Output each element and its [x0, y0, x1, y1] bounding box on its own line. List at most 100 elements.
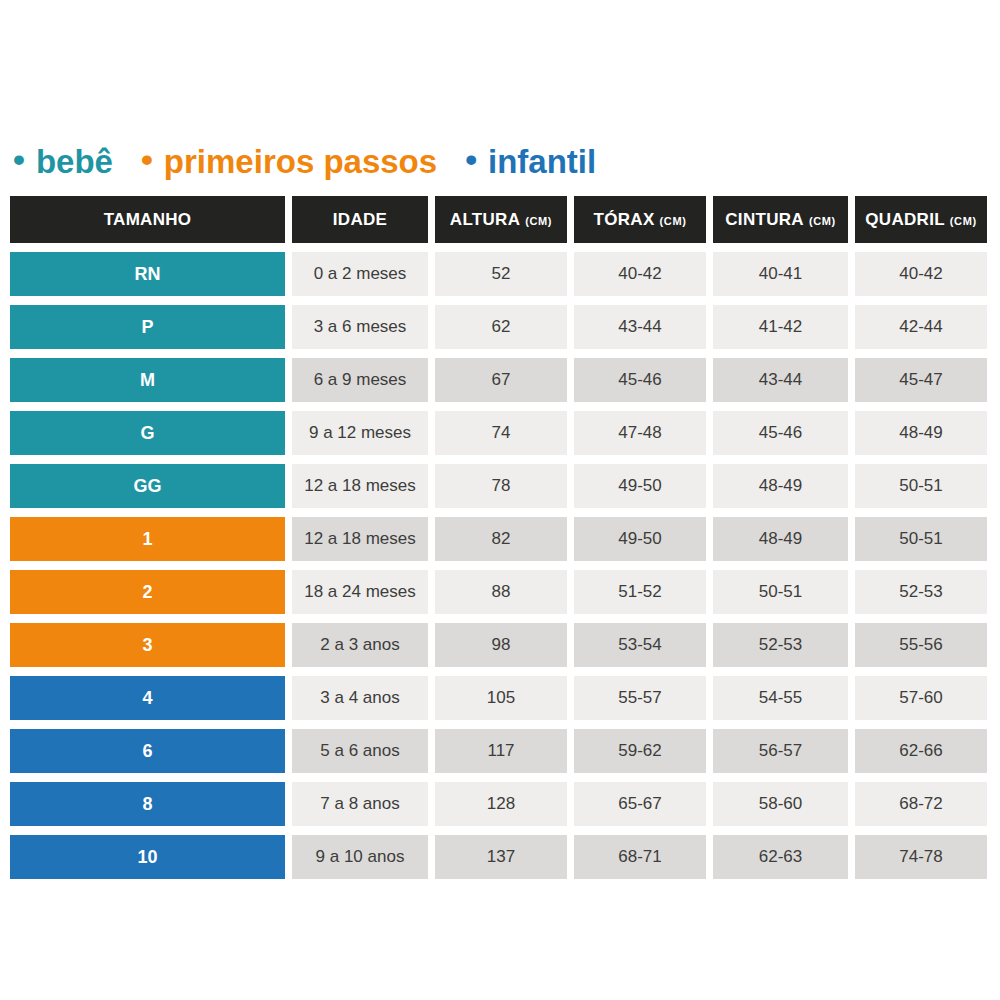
- cell-altura: 88: [435, 570, 567, 614]
- cell-altura: 128: [435, 782, 567, 826]
- cell-altura: 67: [435, 358, 567, 402]
- size-table: TAMANHO IDADE ALTURA (CM) TÓRAX (CM) CINTURA (C…: [10, 196, 987, 879]
- cell-torax: 47-48: [574, 411, 706, 455]
- cell-torax: 65-67: [574, 782, 706, 826]
- cell-cintura: 56-57: [713, 729, 848, 773]
- cell-cintura: 54-55: [713, 676, 848, 720]
- cell-idade: 6 a 9 meses: [292, 358, 428, 402]
- cell-altura: 78: [435, 464, 567, 508]
- cell-cintura: 50-51: [713, 570, 848, 614]
- legend-item-primeiros-passos: • primeiros passos: [141, 144, 437, 180]
- size-cell-8: 8: [10, 782, 285, 826]
- cell-idade: 0 a 2 meses: [292, 252, 428, 296]
- cell-torax: 51-52: [574, 570, 706, 614]
- size-cell-g: G: [10, 411, 285, 455]
- cell-torax: 49-50: [574, 464, 706, 508]
- legend-label: infantil: [488, 144, 596, 180]
- header-cell-tamanho: TAMANHO: [10, 196, 285, 243]
- header-label: TÓRAX: [594, 210, 655, 230]
- legend-item-infantil: • infantil: [465, 144, 596, 180]
- legend-label: bebê: [36, 144, 113, 180]
- cell-cintura: 40-41: [713, 252, 848, 296]
- cell-quadril: 55-56: [855, 623, 987, 667]
- cell-altura: 117: [435, 729, 567, 773]
- size-cell-2: 2: [10, 570, 285, 614]
- cell-altura: 82: [435, 517, 567, 561]
- cell-quadril: 50-51: [855, 517, 987, 561]
- cell-quadril: 42-44: [855, 305, 987, 349]
- cell-altura: 52: [435, 252, 567, 296]
- cell-quadril: 48-49: [855, 411, 987, 455]
- cell-idade: 12 a 18 meses: [292, 517, 428, 561]
- cell-torax: 43-44: [574, 305, 706, 349]
- cell-torax: 53-54: [574, 623, 706, 667]
- header-cell-quadril: QUADRIL (CM): [855, 196, 987, 243]
- cell-idade: 2 a 3 anos: [292, 623, 428, 667]
- size-chart-page: • bebê • primeiros passos • infantil TAMANHO I…: [0, 0, 1000, 1000]
- header-unit: (CM): [950, 215, 977, 227]
- cell-quadril: 62-66: [855, 729, 987, 773]
- size-cell-m: M: [10, 358, 285, 402]
- cell-torax: 55-57: [574, 676, 706, 720]
- header-label: QUADRIL: [865, 210, 945, 230]
- cell-torax: 68-71: [574, 835, 706, 879]
- header-label: IDADE: [333, 210, 387, 230]
- header-unit: (CM): [809, 215, 836, 227]
- cell-torax: 40-42: [574, 252, 706, 296]
- cell-altura: 62: [435, 305, 567, 349]
- cell-torax: 49-50: [574, 517, 706, 561]
- cell-cintura: 52-53: [713, 623, 848, 667]
- size-cell-gg: GG: [10, 464, 285, 508]
- cell-altura: 98: [435, 623, 567, 667]
- cell-cintura: 43-44: [713, 358, 848, 402]
- cell-torax: 45-46: [574, 358, 706, 402]
- cell-cintura: 58-60: [713, 782, 848, 826]
- cell-altura: 137: [435, 835, 567, 879]
- header-cell-altura: ALTURA (CM): [435, 196, 567, 243]
- size-cell-4: 4: [10, 676, 285, 720]
- cell-idade: 3 a 6 meses: [292, 305, 428, 349]
- header-cell-idade: IDADE: [292, 196, 428, 243]
- bullet-icon: •: [465, 142, 477, 176]
- cell-idade: 3 a 4 anos: [292, 676, 428, 720]
- cell-altura: 105: [435, 676, 567, 720]
- cell-idade: 9 a 10 anos: [292, 835, 428, 879]
- header-cell-cintura: CINTURA (CM): [713, 196, 848, 243]
- header-unit: (CM): [525, 215, 552, 227]
- size-cell-6: 6: [10, 729, 285, 773]
- header-cell-torax: TÓRAX (CM): [574, 196, 706, 243]
- size-cell-rn: RN: [10, 252, 285, 296]
- cell-idade: 5 a 6 anos: [292, 729, 428, 773]
- size-cell-1: 1: [10, 517, 285, 561]
- size-cell-10: 10: [10, 835, 285, 879]
- cell-quadril: 74-78: [855, 835, 987, 879]
- cell-idade: 12 a 18 meses: [292, 464, 428, 508]
- cell-idade: 9 a 12 meses: [292, 411, 428, 455]
- legend-item-bebe: • bebê: [13, 144, 113, 180]
- bullet-icon: •: [13, 142, 25, 176]
- cell-quadril: 50-51: [855, 464, 987, 508]
- cell-cintura: 48-49: [713, 464, 848, 508]
- cell-quadril: 57-60: [855, 676, 987, 720]
- cell-quadril: 45-47: [855, 358, 987, 402]
- header-label: ALTURA: [450, 210, 520, 230]
- cell-cintura: 62-63: [713, 835, 848, 879]
- bullet-icon: •: [141, 142, 153, 176]
- cell-cintura: 41-42: [713, 305, 848, 349]
- cell-idade: 18 a 24 meses: [292, 570, 428, 614]
- size-cell-3: 3: [10, 623, 285, 667]
- header-label: CINTURA: [725, 210, 804, 230]
- cell-cintura: 48-49: [713, 517, 848, 561]
- cell-quadril: 52-53: [855, 570, 987, 614]
- cell-altura: 74: [435, 411, 567, 455]
- header-unit: (CM): [660, 215, 687, 227]
- cell-cintura: 45-46: [713, 411, 848, 455]
- legend-label: primeiros passos: [164, 144, 437, 180]
- header-label: TAMANHO: [104, 210, 192, 230]
- size-cell-p: P: [10, 305, 285, 349]
- cell-torax: 59-62: [574, 729, 706, 773]
- cell-quadril: 40-42: [855, 252, 987, 296]
- cell-idade: 7 a 8 anos: [292, 782, 428, 826]
- cell-quadril: 68-72: [855, 782, 987, 826]
- legend: • bebê • primeiros passos • infantil: [13, 144, 596, 180]
